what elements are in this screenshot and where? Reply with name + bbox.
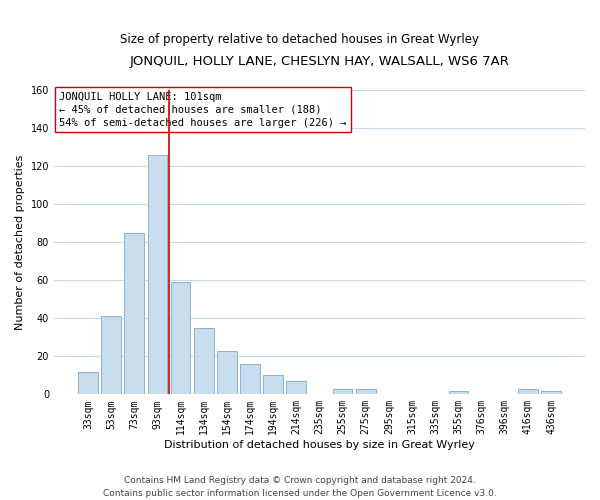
- Text: JONQUIL HOLLY LANE: 101sqm
← 45% of detached houses are smaller (188)
54% of sem: JONQUIL HOLLY LANE: 101sqm ← 45% of deta…: [59, 92, 347, 128]
- Text: Contains HM Land Registry data © Crown copyright and database right 2024.
Contai: Contains HM Land Registry data © Crown c…: [103, 476, 497, 498]
- Bar: [170, 282, 190, 395]
- Bar: [518, 388, 538, 394]
- Bar: [240, 364, 260, 394]
- Bar: [356, 388, 376, 394]
- Bar: [101, 316, 121, 394]
- Bar: [217, 350, 236, 395]
- Bar: [78, 372, 98, 394]
- Title: JONQUIL, HOLLY LANE, CHESLYN HAY, WALSALL, WS6 7AR: JONQUIL, HOLLY LANE, CHESLYN HAY, WALSAL…: [130, 55, 509, 68]
- Bar: [541, 390, 561, 394]
- Y-axis label: Number of detached properties: Number of detached properties: [15, 154, 25, 330]
- Bar: [449, 390, 468, 394]
- Text: Size of property relative to detached houses in Great Wyrley: Size of property relative to detached ho…: [121, 32, 479, 46]
- X-axis label: Distribution of detached houses by size in Great Wyrley: Distribution of detached houses by size …: [164, 440, 475, 450]
- Bar: [286, 381, 306, 394]
- Bar: [263, 376, 283, 394]
- Bar: [148, 154, 167, 394]
- Bar: [124, 232, 144, 394]
- Bar: [333, 388, 352, 394]
- Bar: [194, 328, 214, 394]
